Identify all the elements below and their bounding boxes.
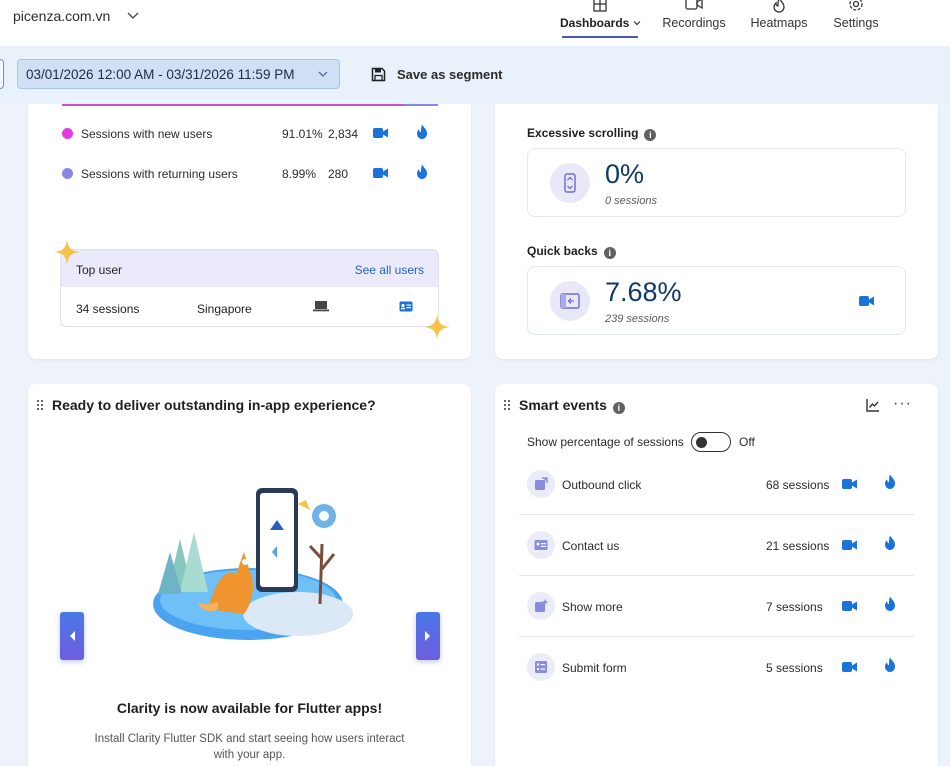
nav-dashboards[interactable]: Dashboards bbox=[560, 0, 641, 46]
info-icon[interactable]: i bbox=[603, 247, 616, 259]
promo-card-title: Ready to deliver outstanding in-app expe… bbox=[52, 397, 376, 413]
contact-card-icon bbox=[527, 531, 555, 559]
id-card-icon[interactable] bbox=[399, 301, 413, 312]
excessive-scrolling-box[interactable]: 0% 0 sessions bbox=[527, 148, 906, 217]
video-icon bbox=[685, 0, 703, 10]
site-name[interactable]: picenza.com.vn bbox=[13, 8, 111, 24]
nav-label: Dashboards bbox=[560, 16, 641, 30]
scroll-icon bbox=[550, 163, 590, 203]
flutter-illustration bbox=[153, 488, 353, 640]
sparkle-icon bbox=[54, 239, 80, 265]
video-icon[interactable] bbox=[373, 126, 389, 140]
video-icon[interactable] bbox=[373, 166, 389, 180]
top-user-panel: Top user See all users 34 sessions Singa… bbox=[60, 249, 439, 327]
show-more-icon bbox=[527, 592, 555, 620]
flame-icon bbox=[773, 0, 785, 13]
flame-icon[interactable] bbox=[883, 596, 897, 612]
info-icon[interactable]: i bbox=[612, 402, 625, 414]
excessive-scrolling-title: Excessive scrolling i bbox=[527, 126, 657, 141]
gear-icon bbox=[849, 0, 863, 11]
flame-icon[interactable] bbox=[883, 535, 897, 551]
smart-events-title: Smart events i bbox=[519, 397, 625, 414]
flame-icon[interactable] bbox=[415, 164, 429, 180]
flutter-promo-card: Ready to deliver outstanding in-app expe… bbox=[28, 384, 471, 766]
trend-chart-icon[interactable] bbox=[866, 398, 880, 412]
info-icon[interactable]: i bbox=[644, 129, 657, 141]
form-icon bbox=[527, 653, 555, 681]
outbound-click-icon bbox=[527, 470, 555, 498]
chevron-left-icon bbox=[70, 631, 75, 641]
top-user-header: Top user See all users bbox=[61, 250, 438, 287]
see-all-users-link[interactable]: See all users bbox=[354, 263, 424, 277]
legend-row-new-users: Sessions with new users 91.01% 2,834 bbox=[62, 124, 432, 144]
legend-dot bbox=[62, 168, 73, 179]
quick-backs-box[interactable]: 7.68% 239 sessions bbox=[527, 266, 906, 335]
video-icon[interactable] bbox=[842, 477, 858, 491]
percentage-toggle[interactable] bbox=[691, 432, 731, 452]
laptop-icon bbox=[313, 301, 329, 312]
video-icon[interactable] bbox=[859, 294, 875, 308]
promo-headline: Clarity is now available for Flutter app… bbox=[116, 700, 383, 716]
legend-dot bbox=[62, 128, 73, 139]
dashboard-icon bbox=[593, 0, 607, 12]
quick-back-icon bbox=[550, 281, 590, 321]
smart-event-row[interactable]: Show more 7 sessions bbox=[519, 576, 914, 637]
smart-event-row[interactable]: Contact us 21 sessions bbox=[519, 515, 914, 576]
drag-handle-icon[interactable] bbox=[503, 399, 511, 411]
chevron-down-icon[interactable] bbox=[126, 8, 140, 22]
carousel-prev-button[interactable] bbox=[60, 612, 84, 660]
video-icon[interactable] bbox=[842, 599, 858, 613]
top-bar: picenza.com.vn Dashboards Recordings Hea… bbox=[0, 0, 950, 46]
top-user-sessions: 34 sessions bbox=[76, 302, 140, 316]
sessions-card: Sessions with new users 91.01% 2,834 Ses… bbox=[28, 104, 471, 359]
chevron-right-icon bbox=[425, 631, 430, 641]
returning-users-bar bbox=[404, 104, 438, 106]
smart-events-card: Smart events i ··· Show percentage of ses… bbox=[495, 384, 938, 766]
chevron-down-icon bbox=[318, 71, 328, 77]
toggle-knob bbox=[696, 436, 707, 448]
video-icon[interactable] bbox=[842, 660, 858, 674]
nav-active-indicator bbox=[562, 36, 638, 38]
filter-bar: 03/01/2026 12:00 AM - 03/31/2026 11:59 P… bbox=[0, 46, 950, 104]
drag-handle-icon[interactable] bbox=[36, 399, 44, 411]
chevron-down-icon bbox=[633, 21, 641, 26]
flame-icon[interactable] bbox=[883, 657, 897, 673]
flame-icon[interactable] bbox=[415, 124, 429, 140]
filter-button[interactable] bbox=[0, 59, 4, 89]
top-user-country: Singapore bbox=[197, 302, 252, 316]
nav-settings[interactable]: Settings bbox=[832, 0, 880, 46]
smart-event-row[interactable]: Outbound click 68 sessions bbox=[519, 454, 914, 515]
nav-heatmaps[interactable]: Heatmaps bbox=[748, 0, 810, 46]
more-options-icon[interactable]: ··· bbox=[893, 395, 912, 412]
smart-event-row[interactable]: Submit form 5 sessions bbox=[519, 637, 914, 698]
legend-row-returning-users: Sessions with returning users 8.99% 280 bbox=[62, 164, 432, 184]
nav-recordings[interactable]: Recordings bbox=[660, 0, 728, 46]
date-range-value: 03/01/2026 12:00 AM - 03/31/2026 11:59 P… bbox=[26, 67, 295, 82]
video-icon[interactable] bbox=[842, 538, 858, 552]
promo-body: Install Clarity Flutter SDK and start se… bbox=[94, 733, 405, 761]
save-icon bbox=[371, 67, 386, 82]
flame-icon[interactable] bbox=[883, 474, 897, 490]
quick-backs-title: Quick backs i bbox=[527, 244, 616, 259]
behavior-metrics-card: Excessive scrolling i 0% 0 sessions Quick… bbox=[495, 104, 938, 359]
carousel-next-button[interactable] bbox=[416, 612, 440, 660]
sparkle-icon bbox=[424, 314, 450, 340]
new-users-bar bbox=[62, 104, 404, 106]
date-range-picker[interactable]: 03/01/2026 12:00 AM - 03/31/2026 11:59 P… bbox=[17, 59, 340, 89]
